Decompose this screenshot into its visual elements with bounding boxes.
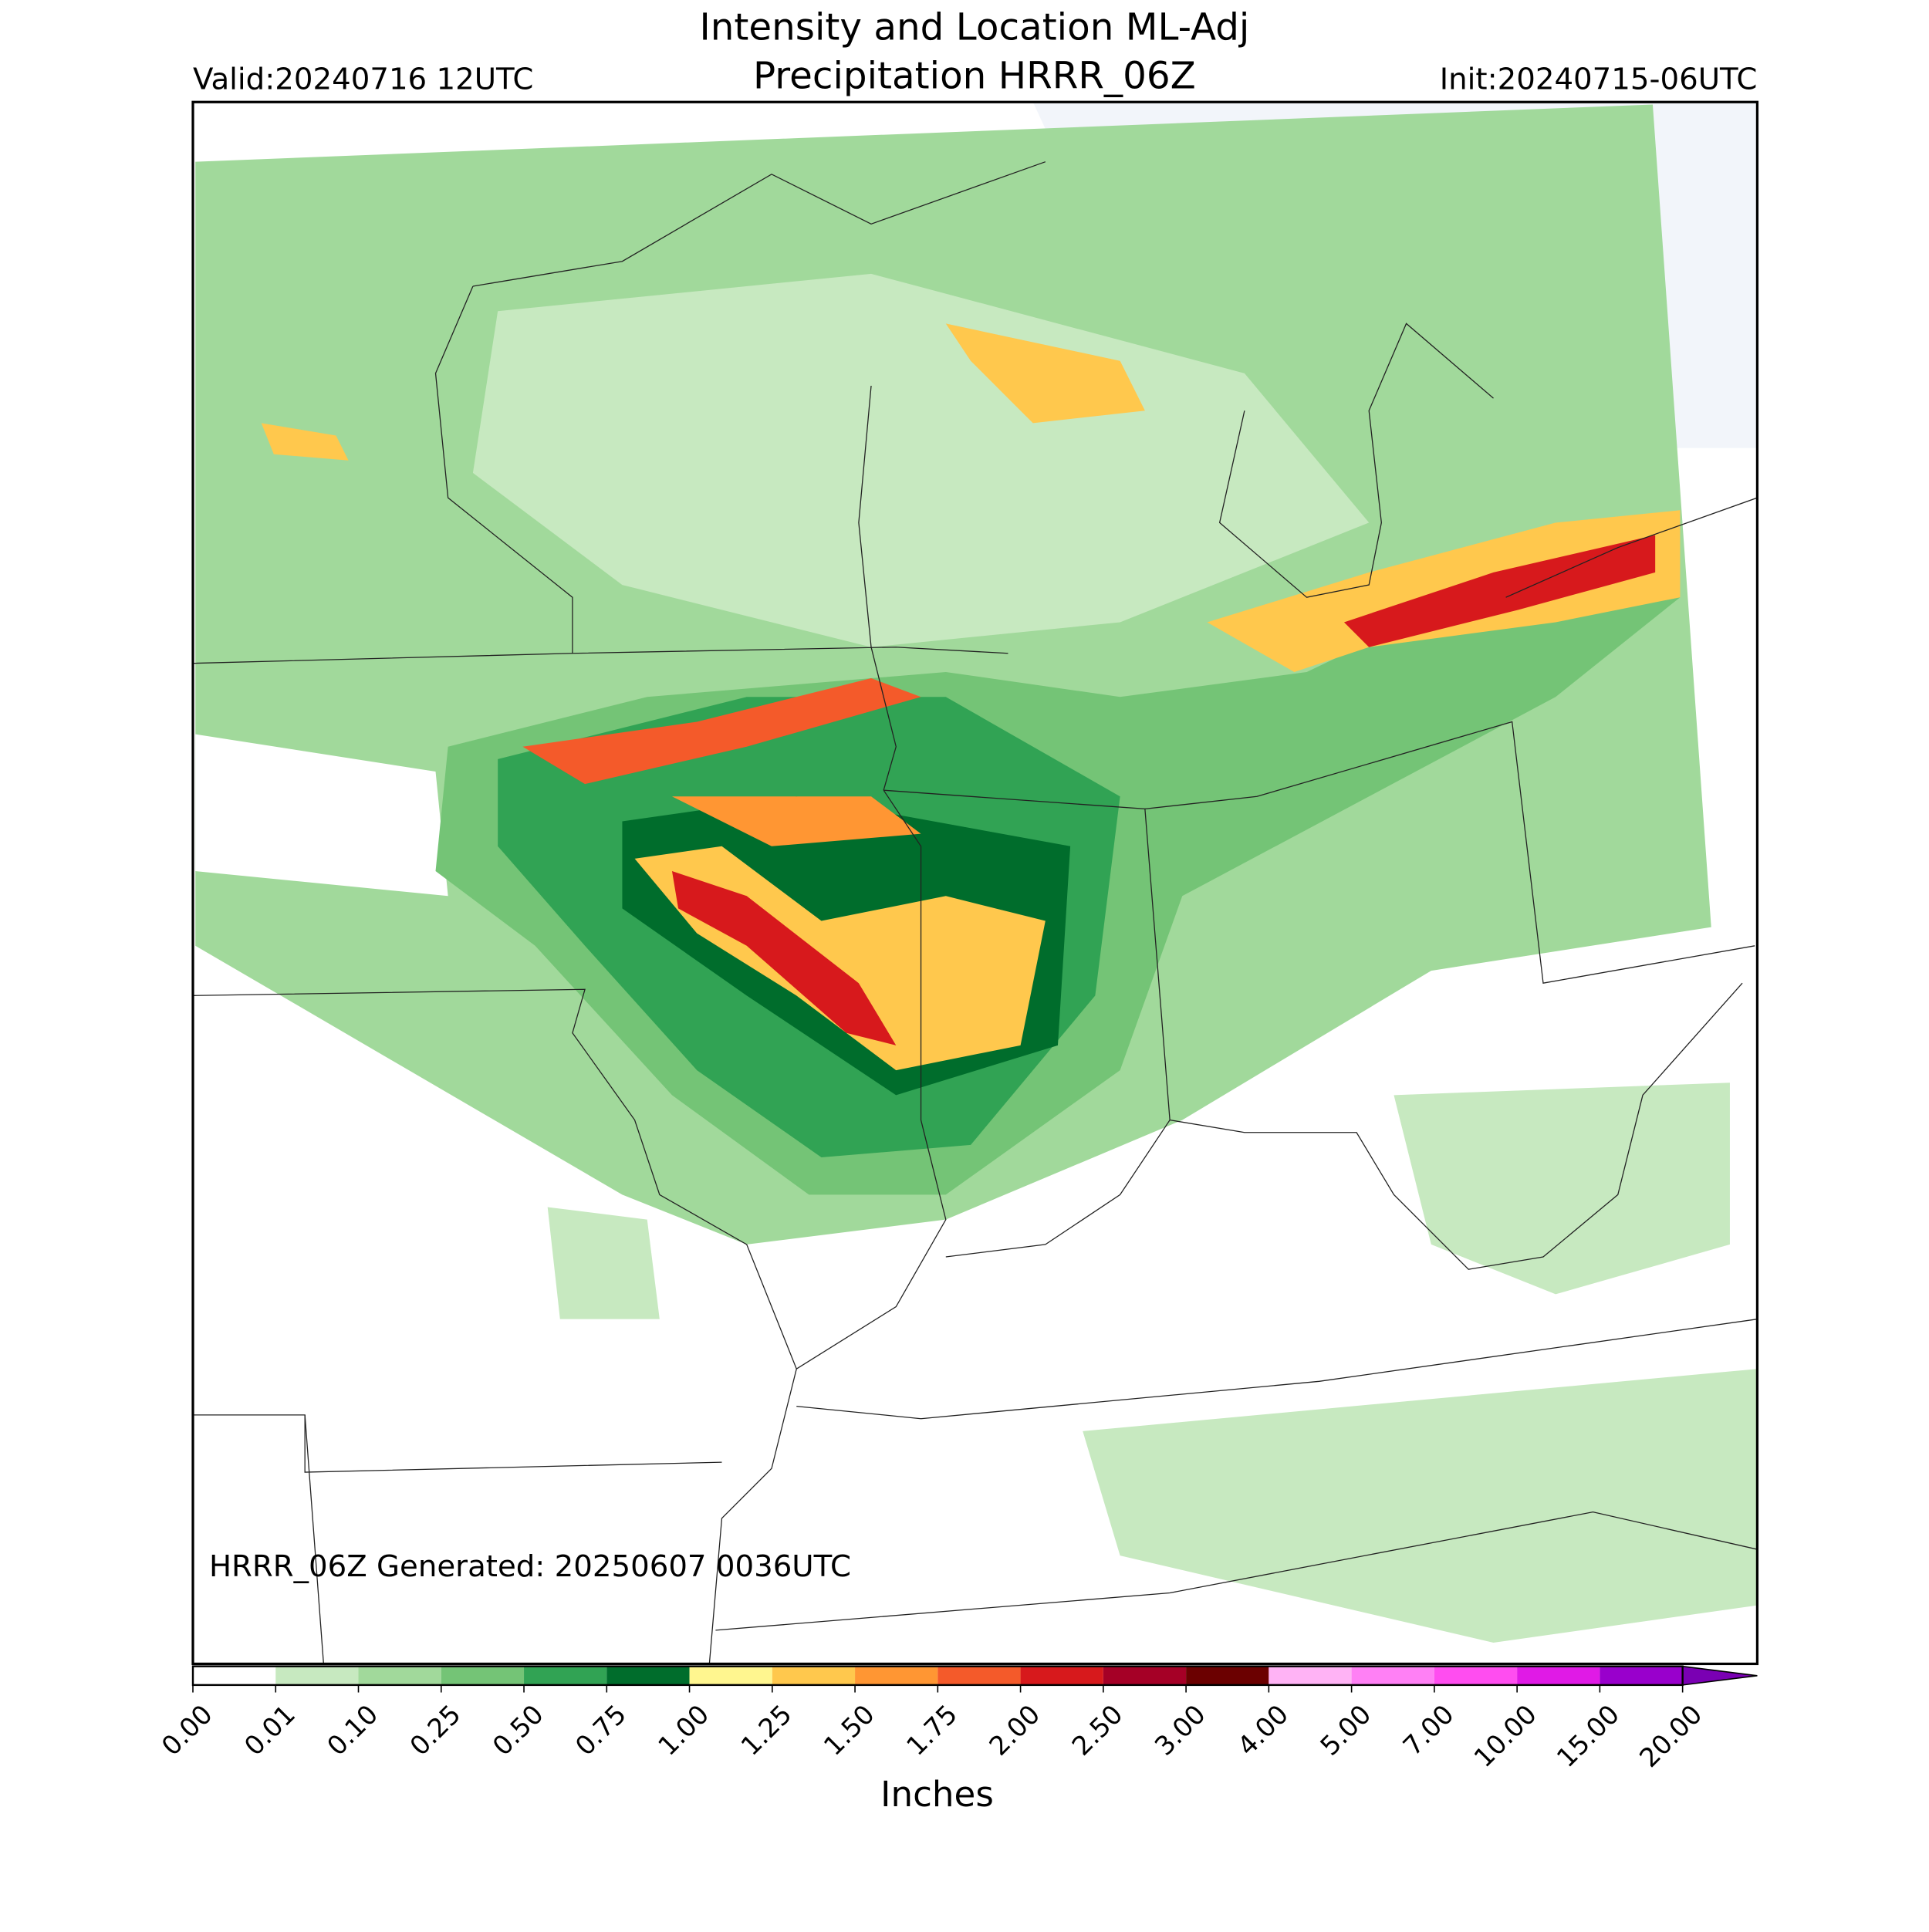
- colorbar-tick-label: 0.75: [569, 1699, 632, 1761]
- colorbar-tick-label: 1.00: [653, 1699, 715, 1761]
- colorbar-bin: [1517, 1666, 1600, 1685]
- colorbar-bin: [275, 1666, 359, 1685]
- colorbar-bin: [1351, 1666, 1434, 1685]
- colorbar-tick-label: 0.25: [404, 1699, 467, 1761]
- precip-field: [472, 273, 1370, 647]
- colorbar-tick-label: 0.01: [238, 1699, 301, 1761]
- colorbar-tick-label: 1.25: [735, 1699, 798, 1761]
- colorbar-bin: [193, 1666, 276, 1685]
- colorbar-tick-label: 5.00: [1315, 1699, 1377, 1761]
- colorbar-bin: [524, 1666, 607, 1685]
- colorbar-tick-label: 1.50: [818, 1699, 880, 1761]
- colorbar-tick-label: 0.00: [156, 1699, 218, 1761]
- colorbar-bin: [1434, 1666, 1518, 1685]
- colorbar-tick-label: 1.75: [900, 1699, 963, 1761]
- colorbar-bin: [358, 1666, 441, 1685]
- colorbar-extend: [1681, 1665, 1758, 1686]
- map-frame: [191, 100, 1759, 1666]
- init-time: Init:20240715-06UTC: [1440, 62, 1758, 96]
- colorbar-bin: [606, 1666, 690, 1685]
- colorbar-label: Inches: [880, 1774, 994, 1815]
- colorbar-bin: [772, 1666, 856, 1685]
- colorbar-tick-label: 0.50: [487, 1699, 549, 1761]
- colorbar-tick-label: 4.00: [1231, 1699, 1294, 1761]
- colorbar-bin: [441, 1666, 525, 1685]
- colorbar-bin: [689, 1666, 772, 1685]
- precip-field: [671, 796, 921, 846]
- precip-field: [547, 1083, 1758, 1643]
- colorbar-bin: [1020, 1666, 1103, 1685]
- colorbar-bin: [855, 1666, 938, 1685]
- colorbar-tick-label: 0.10: [321, 1699, 383, 1761]
- colorbar-frame: [191, 1665, 1684, 1687]
- colorbar-bin: [1186, 1666, 1269, 1685]
- precip-field: [671, 871, 897, 1045]
- colorbar-tick-label: 7.00: [1397, 1699, 1460, 1761]
- precip-field: [945, 323, 1145, 424]
- precip-field: [261, 423, 349, 461]
- valid-time: Valid:20240716 12UTC: [193, 62, 533, 96]
- map: [191, 100, 1759, 1666]
- colorbar: 0.00 0.01 0.10 0.25 0.50 0.75 1.00 1.25 1.50 1.75…: [156, 1665, 1758, 1773]
- precip-field: [1343, 535, 1656, 647]
- colorbar-bin: [1600, 1666, 1683, 1685]
- state-borders: [192, 161, 1758, 1664]
- colorbar-tick-label: 10.00: [1468, 1699, 1542, 1773]
- precip-field: [522, 678, 921, 785]
- title-line: Precipitation HRRR_06Z: [753, 55, 1196, 98]
- colorbar-tick-label: 2.00: [984, 1699, 1046, 1761]
- generated-note: HRRR_06Z Generated: 20250607 0036UTC: [209, 1549, 851, 1584]
- colorbar-bin: [1103, 1666, 1187, 1685]
- colorbar-tick-label: 2.50: [1066, 1699, 1129, 1761]
- title-line: Intensity and Location ML-Adj: [699, 6, 1249, 49]
- colorbar-tick-label: 3.00: [1149, 1699, 1211, 1761]
- colorbar-bin: [1269, 1666, 1352, 1685]
- colorbar-bin: [937, 1666, 1021, 1685]
- dry-area: [195, 734, 448, 897]
- colorbar-tick-label: 15.00: [1551, 1699, 1625, 1773]
- colorbar-tick-label: 20.00: [1633, 1699, 1708, 1773]
